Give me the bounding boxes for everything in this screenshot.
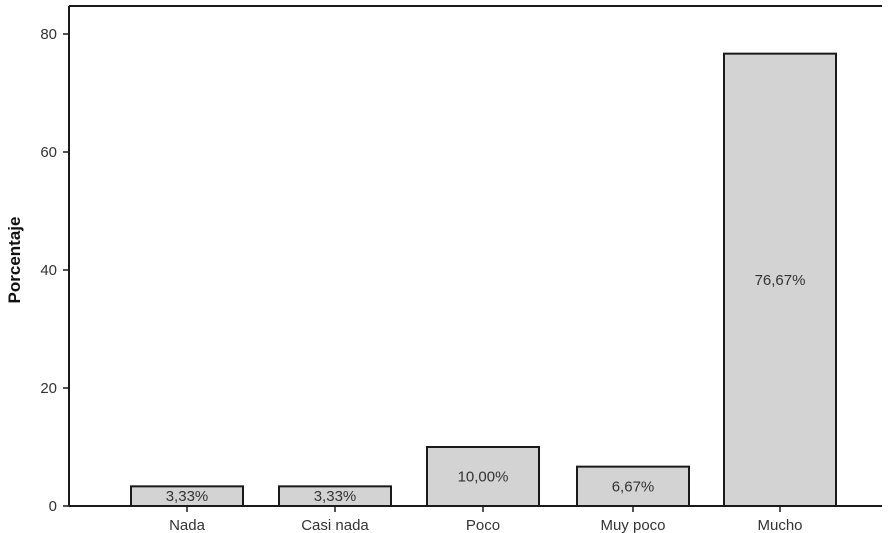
bar-value-label: 76,67%	[755, 272, 806, 289]
bar-muy-poco	[576, 465, 690, 508]
y-tick-label: 60	[40, 144, 57, 161]
x-tick-label: Casi nada	[301, 517, 369, 533]
x-tick-label: Poco	[466, 517, 500, 533]
y-ticks: 0 20 40 60 80	[40, 26, 69, 515]
bar-value-label: 3,33%	[166, 488, 209, 505]
bar-value-label: 6,67%	[612, 478, 655, 495]
x-tick-label: Nada	[169, 517, 206, 533]
x-tick-label: Mucho	[757, 517, 802, 533]
y-tick-label: 20	[40, 380, 57, 397]
bars: 3,33% 3,33% 10,00% 6,67% 76,67%	[130, 52, 837, 508]
x-tick-label: Muy poco	[600, 517, 665, 533]
y-tick-label: 80	[40, 26, 57, 43]
bar-mucho	[723, 52, 837, 507]
x-ticks: Nada Casi nada Poco Muy poco Mucho	[169, 506, 803, 533]
y-axis-label: Porcentaje	[5, 217, 24, 304]
y-tick-label: 0	[49, 498, 57, 515]
bar-value-label: 10,00%	[458, 469, 509, 486]
y-tick-label: 40	[40, 262, 57, 279]
bar-value-label: 3,33%	[314, 488, 357, 505]
